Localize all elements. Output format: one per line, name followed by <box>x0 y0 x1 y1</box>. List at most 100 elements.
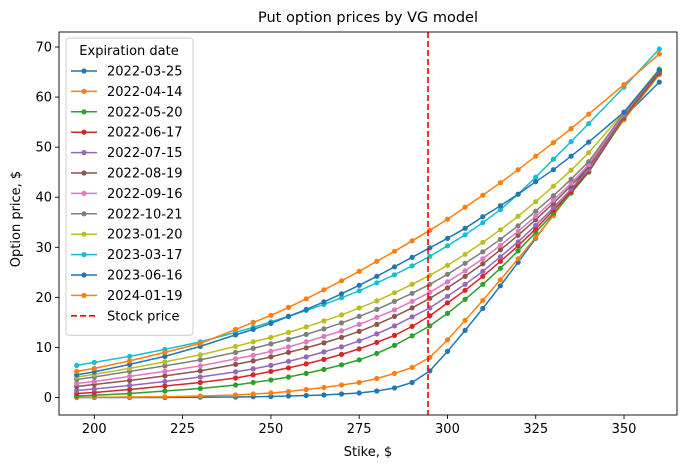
data-point <box>409 333 415 339</box>
y-tick-label: 30 <box>35 241 52 256</box>
y-tick-label: 70 <box>35 41 52 56</box>
data-point <box>480 192 486 198</box>
data-point <box>303 306 309 312</box>
data-point <box>374 339 380 345</box>
data-point <box>550 140 557 146</box>
data-point <box>444 285 451 291</box>
data-point <box>568 180 574 186</box>
data-point <box>127 373 133 379</box>
data-point <box>515 256 521 262</box>
data-point <box>533 179 539 185</box>
data-point <box>285 336 292 342</box>
data-point <box>233 392 239 398</box>
data-point <box>515 232 521 238</box>
series-line <box>76 53 660 373</box>
series-line <box>76 71 660 395</box>
data-point <box>338 320 345 326</box>
data-point <box>285 344 292 350</box>
data-point <box>285 388 292 395</box>
data-point <box>321 384 327 391</box>
data-point <box>391 342 398 348</box>
data-point <box>533 213 539 219</box>
legend-box <box>65 37 194 336</box>
data-point <box>462 251 468 257</box>
data-point <box>338 312 345 318</box>
plot-area <box>74 32 662 415</box>
y-tick-label: 20 <box>35 291 52 306</box>
data-point <box>268 320 274 326</box>
data-point <box>568 153 574 159</box>
legend-label: 2022-05-20 <box>107 105 183 120</box>
data-point <box>374 306 380 312</box>
data-point <box>462 296 468 302</box>
data-point <box>162 394 168 400</box>
data-point <box>409 290 415 296</box>
data-point <box>391 323 398 329</box>
data-point <box>391 332 398 338</box>
data-point <box>374 321 380 327</box>
series-2023-01-20 <box>74 66 662 380</box>
data-point <box>391 307 398 313</box>
data-point <box>303 370 309 376</box>
data-point <box>197 393 203 399</box>
legend-label: 2023-06-16 <box>107 269 183 284</box>
data-point <box>444 279 451 285</box>
data-point <box>374 388 380 394</box>
data-point <box>268 377 274 383</box>
data-point <box>250 366 256 372</box>
data-point <box>391 264 398 270</box>
legend-marker <box>81 252 87 258</box>
data-point <box>409 323 415 329</box>
data-point <box>197 357 203 363</box>
data-point <box>497 242 503 248</box>
data-point <box>338 382 345 388</box>
data-point <box>409 263 415 269</box>
y-tick-label: 10 <box>35 341 52 356</box>
data-point <box>268 312 274 318</box>
x-tick-label: 325 <box>523 422 548 437</box>
data-point <box>656 67 662 73</box>
series-2024-01-19 <box>74 51 662 374</box>
data-point <box>127 358 133 364</box>
data-point <box>409 379 415 386</box>
series-line <box>76 69 660 381</box>
data-point <box>268 348 274 354</box>
legend-marker <box>81 150 87 156</box>
data-point <box>533 208 539 214</box>
data-point <box>91 386 97 392</box>
data-point <box>656 46 662 52</box>
data-point <box>321 366 327 372</box>
data-point <box>462 268 468 274</box>
data-point <box>497 236 503 242</box>
data-point <box>338 328 345 334</box>
data-point <box>444 300 451 306</box>
data-point <box>233 356 239 362</box>
data-point <box>250 358 256 364</box>
data-point <box>321 326 327 332</box>
data-point <box>74 380 80 387</box>
series-line <box>76 69 660 385</box>
data-point <box>338 362 345 368</box>
data-point <box>515 248 521 254</box>
data-point <box>462 281 468 287</box>
data-point <box>321 287 327 293</box>
data-point <box>268 362 274 368</box>
data-point <box>497 283 503 289</box>
data-point <box>233 332 239 338</box>
data-point <box>303 392 309 399</box>
data-point <box>462 273 468 279</box>
data-point <box>233 361 239 367</box>
data-point <box>391 290 398 296</box>
data-point <box>497 277 503 283</box>
data-point <box>462 204 468 210</box>
data-point <box>338 295 345 301</box>
legend-marker <box>81 129 87 135</box>
data-point <box>303 324 309 330</box>
data-point <box>462 287 468 293</box>
data-point <box>391 370 398 376</box>
data-point <box>391 298 398 304</box>
data-point <box>91 365 97 371</box>
data-point <box>480 273 486 279</box>
series-line <box>76 69 660 376</box>
data-point <box>515 223 521 229</box>
